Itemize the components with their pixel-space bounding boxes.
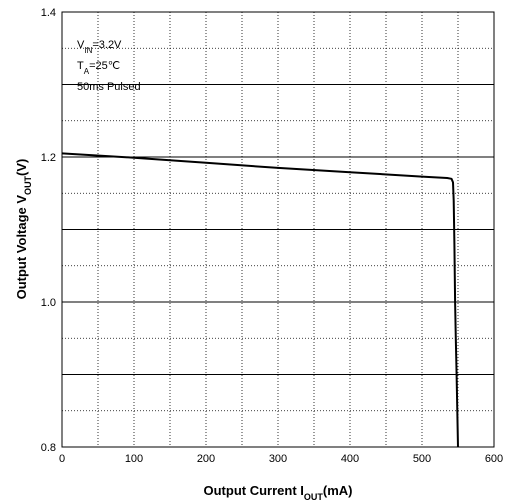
x-axis-title-unit: (mA) [323,483,353,498]
y-axis-title-unit: (V) [14,159,29,176]
x-tick-label: 600 [485,453,503,465]
y-axis: 0.8 1.0 1.2 1.4 [41,7,56,454]
series-layer [61,152,459,448]
y-axis-title-sub: OUT [23,175,33,195]
y-tick-label: 1.4 [41,7,56,19]
x-axis-title-sub: OUT [304,492,324,502]
x-tick-label: 0 [59,453,65,465]
y-tick-label: 1.0 [41,297,56,309]
x-axis-title-main: Output Current I [204,483,304,498]
annotations: VIN=3.2V TA=25℃ 50ms Pulsed [77,39,141,93]
x-tick-label: 300 [269,453,287,465]
x-tick-label: 200 [197,453,215,465]
annotation-pulsed: 50ms Pulsed [77,81,141,93]
x-tick-label: 100 [125,453,143,465]
y-tick-label: 0.8 [41,442,56,454]
x-axis-title: Output Current IOUT(mA) [204,483,353,502]
y-axis-title: Output Voltage VOUT(V) [14,159,33,300]
x-axis: 0 100 200 300 400 500 600 [59,453,503,465]
x-tick-label: 400 [341,453,359,465]
annotation-ta: TA=25℃ [77,60,120,76]
y-axis-title-main: Output Voltage V [14,195,29,300]
plot-frame [61,11,495,448]
x-tick-label: 500 [413,453,431,465]
y-tick-label: 1.2 [41,152,56,164]
annotation-vin: VIN=3.2V [77,39,122,55]
series-line-0 [61,152,459,448]
